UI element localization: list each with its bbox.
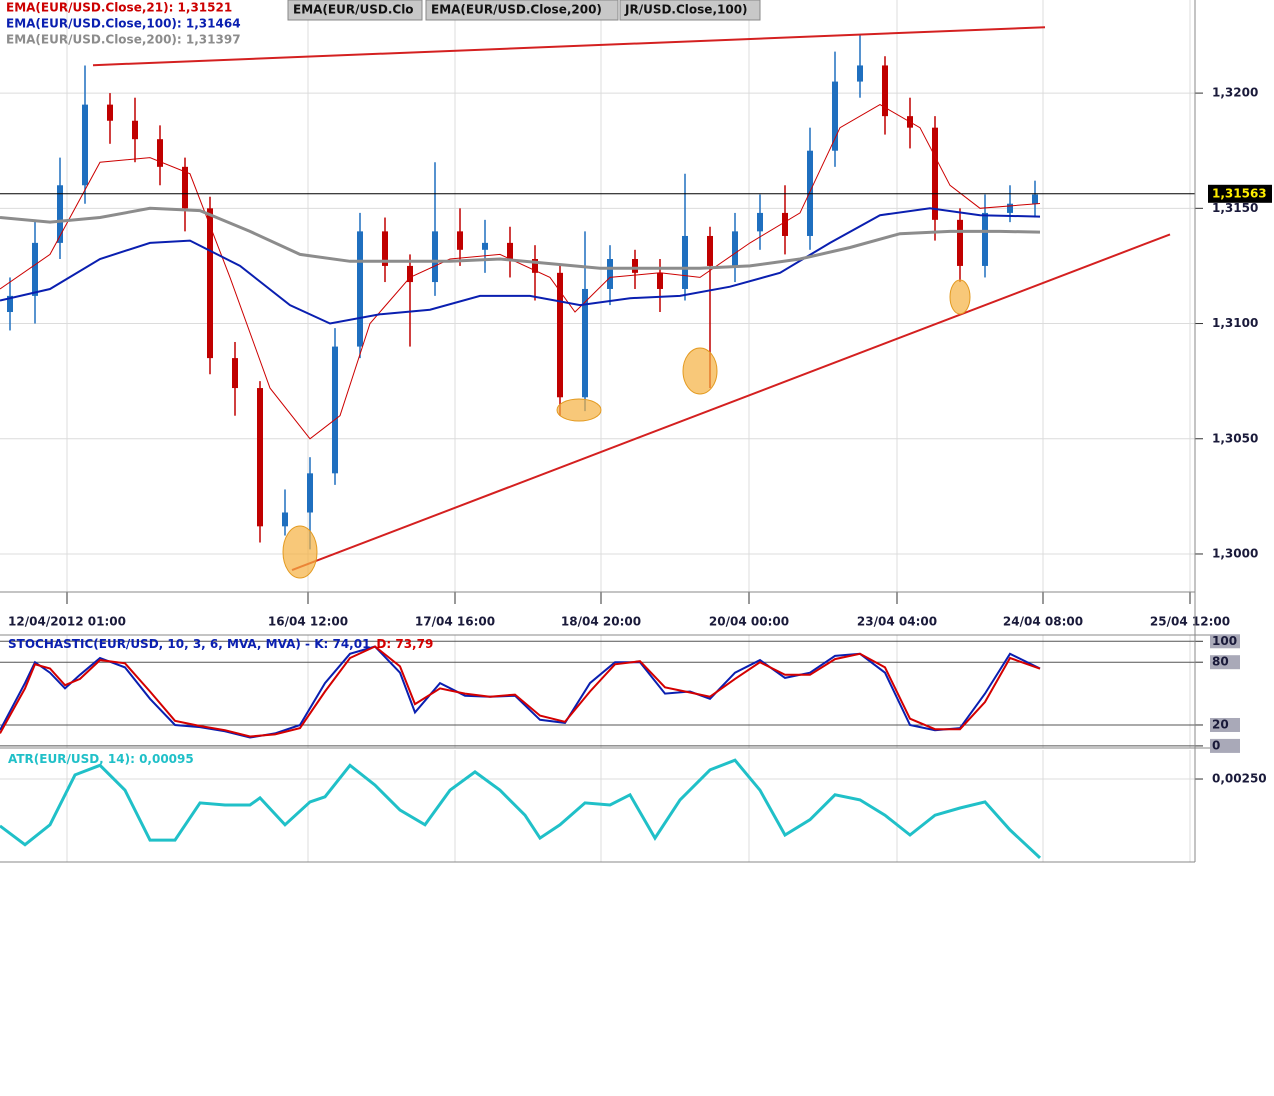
- legend-entry: EMA(EUR/USD.Close,200): 1,31397: [6, 33, 241, 47]
- candle-body: [532, 259, 538, 273]
- y-tick-box: [1210, 655, 1240, 670]
- candle-body: [382, 231, 388, 266]
- y-tick-label: 1,3150: [1212, 201, 1258, 215]
- candle-body: [757, 212, 763, 232]
- legend-entry: STOCHASTIC(EUR/USD, 10, 3, 6, MVA, MVA) …: [8, 637, 370, 651]
- grid-layer: 12/04/2012 01:00 16/04 12:00 17/04 16:00 18…: [0, 0, 1267, 862]
- series-line: [0, 645, 1041, 738]
- tooltip-text: JR/USD.Close,100): [624, 3, 748, 17]
- candle-body: [482, 242, 488, 250]
- y-tick-label: 1,3100: [1212, 316, 1258, 330]
- legend-entry: D: 73,79: [376, 637, 433, 651]
- candle-body: [157, 139, 163, 167]
- series-line: [291, 233, 1171, 572]
- candle-body: [1032, 194, 1038, 204]
- candle-body: [257, 388, 263, 527]
- legend-entry: EMA(EUR/USD.Close,21): 1,31521: [6, 1, 232, 15]
- series-line: [0, 207, 1041, 325]
- candle-body: [407, 265, 413, 283]
- x-tick-label: 18/04 20:00: [561, 615, 641, 629]
- y-tick-label: 1,3050: [1212, 431, 1258, 445]
- candle-body: [457, 231, 463, 250]
- y-tick-label: 20: [1212, 717, 1229, 731]
- candle-body: [557, 272, 563, 398]
- x-tick-label: 16/04 12:00: [268, 615, 348, 629]
- candle-body: [657, 272, 663, 289]
- candle-body: [782, 212, 788, 236]
- last-price-box: [1208, 184, 1272, 203]
- series-line: [92, 26, 1046, 67]
- candle-body: [957, 219, 963, 266]
- candle-body: [507, 242, 513, 260]
- last-price-label: 1,31563: [1212, 186, 1267, 200]
- candle-body: [32, 242, 38, 296]
- x-tick-label: 23/04 04:00: [857, 615, 937, 629]
- overlay-layer: 1,31563 EMA(EUR/USD.Close,21): 1,31521 EMA…: [0, 0, 1272, 766]
- highlight: [949, 279, 971, 315]
- highlight: [282, 525, 318, 579]
- candle-body: [707, 235, 713, 266]
- candle-body: [607, 259, 613, 289]
- candle-body: [207, 208, 213, 359]
- candle-body: [932, 127, 938, 220]
- legend: STOCHASTIC(EUR/USD, 10, 3, 6, MVA, MVA) …: [8, 637, 433, 651]
- y-tick-label: 100: [1212, 634, 1237, 648]
- x-tick-label: 17/04 16:00: [415, 615, 495, 629]
- tooltip-text: EMA(EUR/USD.Clo: [293, 3, 414, 17]
- legend-entry: ATR(EUR/USD, 14): 0,00095: [8, 752, 194, 766]
- candle-body: [82, 104, 88, 186]
- series-line: [0, 758, 1042, 859]
- candle-body: [332, 346, 338, 474]
- candle-body: [132, 120, 138, 140]
- y-tick-label: 1,3200: [1212, 86, 1258, 100]
- candle-body: [232, 358, 238, 389]
- mark-layer: [0, 26, 1171, 859]
- candle-body: [682, 235, 688, 289]
- candle-body: [107, 104, 113, 121]
- candle-body: [57, 185, 63, 243]
- x-tick-label: 12/04/2012 01:00: [8, 615, 126, 629]
- candle-body: [357, 231, 363, 347]
- y-tick-box: [1210, 717, 1240, 732]
- candle-body: [857, 65, 863, 82]
- tooltip-box: [287, 0, 423, 21]
- y-tick-label: 80: [1212, 655, 1229, 669]
- tooltip-box: [619, 0, 761, 21]
- x-tick-label: 25/04 12:00: [1150, 615, 1230, 629]
- candle-body: [182, 166, 188, 209]
- series-line: [0, 206, 1041, 270]
- x-tick-label: 20/04 00:00: [709, 615, 789, 629]
- highlights: [282, 279, 971, 579]
- tooltip-box: [425, 0, 619, 21]
- candle-body: [1007, 203, 1013, 213]
- candle-body: [282, 512, 288, 527]
- candle-body: [432, 231, 438, 283]
- y-tick-label: 0,00250: [1212, 772, 1267, 786]
- candle-body: [882, 65, 888, 117]
- legend: ATR(EUR/USD, 14): 0,00095: [8, 752, 194, 766]
- panel-frames: [0, 0, 1210, 863]
- candle-body: [982, 212, 988, 266]
- time-axis-band: [0, 592, 1210, 635]
- series-line: [0, 104, 1041, 440]
- candle-body: [632, 259, 638, 273]
- candle-body: [832, 81, 838, 151]
- candle-body: [582, 288, 588, 398]
- legend-entry: EMA(EUR/USD.Close,100): 1,31464: [6, 17, 241, 31]
- candle-body: [307, 473, 313, 513]
- y-tick-box: [1210, 634, 1240, 649]
- highlight: [556, 398, 602, 422]
- y-tick-label: 0: [1212, 738, 1220, 752]
- x-tick-label: 24/04 08:00: [1003, 615, 1083, 629]
- highlight: [682, 347, 718, 395]
- y-tick-box: [1210, 738, 1240, 753]
- y-tick-label: 1,3000: [1212, 546, 1258, 560]
- candle-body: [7, 295, 13, 313]
- candle-body: [732, 231, 738, 266]
- tooltip-text: EMA(EUR/USD.Close,200): [431, 3, 602, 17]
